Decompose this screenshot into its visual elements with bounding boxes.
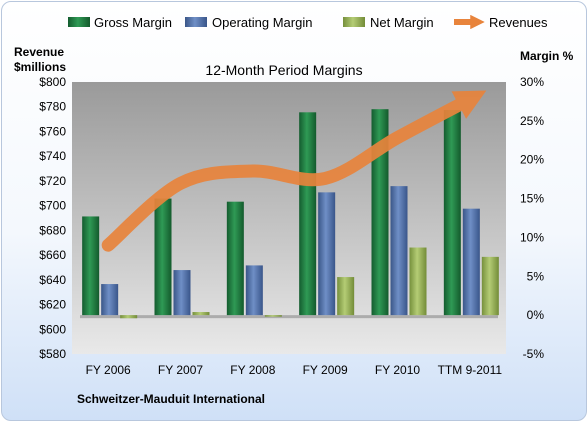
left-tick-label: $800 (39, 75, 66, 89)
net-margin-bar (192, 312, 210, 316)
left-tick-label: $640 (39, 273, 66, 287)
right-tick-label: 30% (520, 75, 544, 89)
right-tick-label: 5% (527, 269, 545, 283)
left-tick-label: $680 (39, 223, 66, 237)
left-tick-label: $620 (39, 298, 66, 312)
legend-swatch-operating-margin (185, 17, 207, 27)
x-tick-label: FY 2007 (158, 363, 203, 377)
gross-margin-bar (371, 109, 389, 316)
legend-label-revenues: Revenues (489, 15, 548, 30)
gross-margin-bar (226, 201, 244, 316)
gross-margin-bar (154, 198, 172, 316)
left-tick-label: $780 (39, 100, 66, 114)
left-tick-label: $700 (39, 199, 66, 213)
net-margin-bar (409, 247, 427, 316)
x-tick-label: FY 2008 (230, 363, 275, 377)
left-tick-label: $720 (39, 174, 66, 188)
right-tick-label: 20% (520, 153, 544, 167)
right-tick-label: 15% (520, 192, 544, 206)
left-axis-label-line1: Revenue (14, 45, 64, 59)
legend-label-gross-margin: Gross Margin (94, 15, 172, 30)
operating-margin-bar (462, 208, 480, 316)
left-axis-ticks: $580 $600 $620 $640 $660 $680 $700 $720 $740 $760… (39, 75, 66, 361)
right-tick-label: -5% (523, 347, 545, 361)
operating-margin-bar (173, 270, 191, 316)
revenues-line (101, 90, 487, 252)
bar-series-group (80, 109, 499, 319)
legend-swatch-net-margin (343, 17, 365, 27)
gross-margin-bar (82, 216, 100, 316)
right-axis-label: Margin % (520, 49, 574, 63)
net-margin-bar (120, 315, 138, 319)
operating-margin-bar (390, 186, 408, 316)
operating-margin-bar (245, 265, 263, 316)
left-tick-label: $600 (39, 322, 66, 336)
right-tick-label: 25% (520, 114, 544, 128)
gross-margin-bar (443, 109, 461, 316)
left-tick-label: $760 (39, 124, 66, 138)
left-axis-label-line2: $millions (14, 60, 66, 74)
net-margin-bar (337, 277, 355, 316)
legend-label-net-margin: Net Margin (370, 15, 434, 30)
operating-margin-bar (318, 192, 336, 316)
zero-floor (80, 315, 498, 319)
x-tick-label: FY 2009 (303, 363, 348, 377)
net-margin-bar (481, 256, 499, 316)
right-tick-label: 0% (527, 308, 545, 322)
legend-swatch-gross-margin (68, 17, 90, 27)
chart-title: 12-Month Period Margins (205, 62, 362, 78)
legend-label-operating-margin: Operating Margin (212, 15, 312, 30)
left-tick-label: $660 (39, 248, 66, 262)
right-axis-ticks: -5% 0% 5% 10% 15% 20% 25% 30% (520, 75, 544, 361)
x-tick-label: FY 2006 (86, 363, 131, 377)
gross-margin-bar (299, 112, 317, 316)
company-name: Schweitzer-Mauduit International (77, 392, 265, 406)
revenue-line-group (101, 90, 487, 252)
right-tick-label: 10% (520, 230, 544, 244)
operating-margin-bar (101, 284, 119, 316)
x-axis-ticks: FY 2006 FY 2007 FY 2008 FY 2009 FY 2010 TTM 9… (86, 363, 503, 377)
left-tick-label: $740 (39, 149, 66, 163)
net-margin-bar (264, 315, 282, 317)
left-tick-label: $580 (39, 347, 66, 361)
legend: Gross Margin Operating Margin Net Margin… (68, 14, 548, 30)
x-tick-label: FY 2010 (375, 363, 420, 377)
x-tick-label: TTM 9-2011 (438, 363, 503, 377)
